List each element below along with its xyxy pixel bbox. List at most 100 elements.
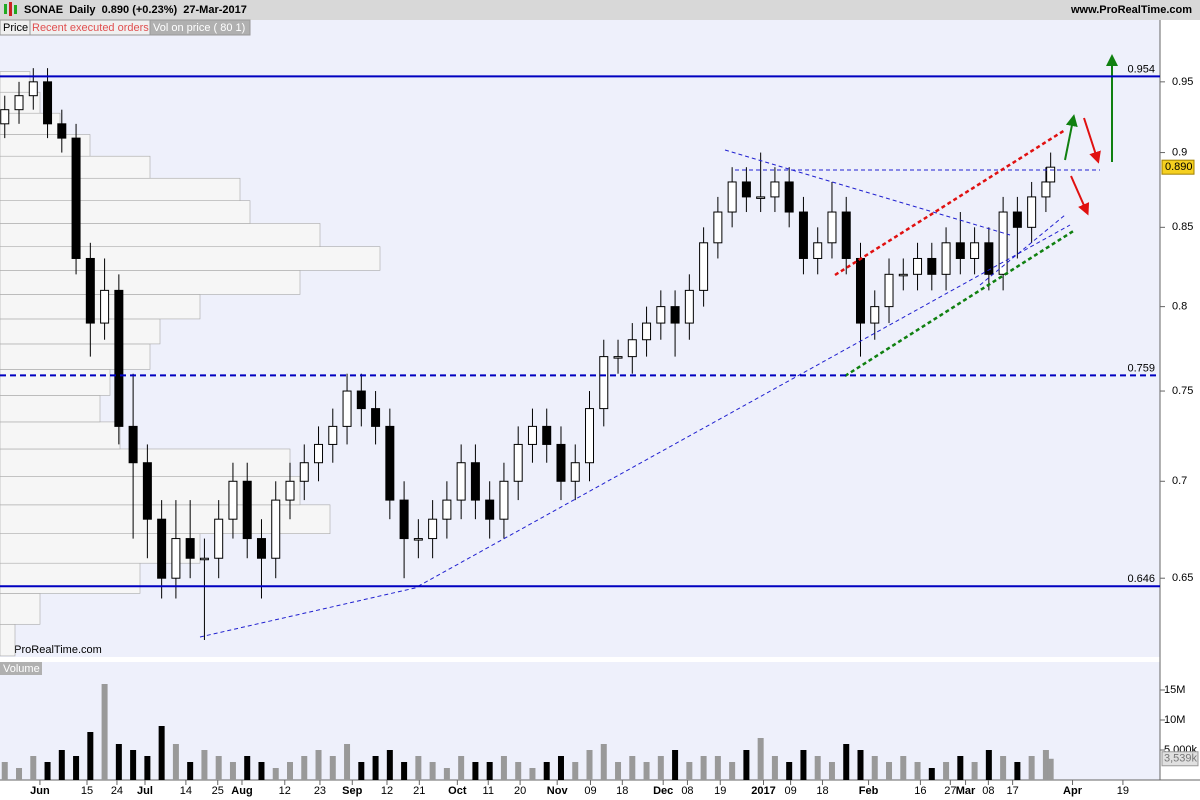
candle-body — [898, 273, 908, 277]
site: www.ProRealTime.com — [1070, 4, 1192, 16]
volume-bar — [985, 750, 992, 780]
candle-body — [841, 211, 851, 259]
volume-bar — [629, 756, 636, 780]
x-tick-label: 23 — [314, 785, 326, 797]
volume-bar — [287, 762, 293, 780]
volume-bar — [401, 762, 408, 780]
candle-body — [142, 462, 152, 520]
profile-bar — [0, 562, 141, 594]
x-tick-label: Aug — [231, 785, 252, 797]
volume-bar — [144, 756, 151, 780]
volume-bar — [130, 750, 137, 780]
volume-bar — [1000, 756, 1007, 780]
y-tick-label: 0.9 — [1172, 146, 1187, 158]
candle-body — [385, 425, 395, 501]
candle-body — [741, 181, 751, 198]
volume-bar — [30, 756, 37, 780]
volume-bar — [828, 762, 835, 780]
header-bar — [0, 0, 1200, 20]
candle-body — [699, 242, 709, 291]
volume-bar — [44, 762, 51, 780]
level-label: 0.954 — [1127, 63, 1155, 75]
candle-body — [813, 242, 823, 259]
x-tick-label: Feb — [859, 785, 879, 797]
x-tick-label: 15 — [81, 785, 93, 797]
volume-bar — [244, 756, 251, 780]
candle-body — [556, 443, 566, 482]
candle-body — [256, 538, 266, 559]
annotations — [199, 128, 1100, 638]
x-tick-label: 09 — [784, 785, 796, 797]
y-tick-label: 0.75 — [1172, 385, 1193, 397]
profile-bar — [0, 223, 321, 248]
icon — [14, 5, 17, 14]
candle-body — [328, 425, 338, 445]
candle-body — [585, 408, 595, 464]
tab-label[interactable]: Recent executed orders — [32, 22, 149, 34]
volume-bar — [201, 750, 208, 780]
volume-bar — [229, 762, 236, 780]
trend-line — [979, 214, 1066, 286]
profile-bar — [0, 270, 301, 295]
volume-bar — [757, 738, 764, 780]
candle-body — [43, 81, 53, 125]
volume-bar — [529, 768, 536, 780]
candle-body — [527, 425, 537, 445]
icon — [9, 2, 12, 16]
volume-bar — [686, 762, 693, 780]
volume-bar — [957, 756, 964, 780]
volume-bar — [386, 750, 393, 780]
volume-bar — [729, 762, 736, 780]
price-marker — [1161, 159, 1195, 175]
arrow — [1064, 114, 1078, 161]
volume-bar — [700, 756, 707, 780]
volume-bar — [886, 762, 893, 780]
tab-label[interactable]: Vol on price ( 80 1) — [153, 22, 245, 34]
tab-label[interactable]: Price — [3, 22, 28, 34]
volume-bar — [943, 762, 950, 780]
candle-body — [85, 257, 95, 324]
volume-bar — [1028, 756, 1035, 780]
candle-body — [114, 289, 124, 427]
volume-marker — [1161, 751, 1199, 767]
volume-bar — [928, 768, 935, 780]
candle-body — [470, 462, 480, 501]
profile-bar — [0, 369, 111, 396]
volume-bar — [971, 762, 978, 780]
volume-bar — [1014, 762, 1021, 780]
candle-body — [399, 499, 409, 540]
y-tick-label: 0.85 — [1172, 221, 1193, 233]
x-tick-label: 2017 — [751, 785, 775, 797]
volume-bar — [643, 762, 650, 780]
volume-bar — [215, 756, 222, 780]
price-marker-label: 0.890 — [1165, 161, 1193, 173]
volume-bar — [914, 762, 921, 780]
candle-body — [927, 257, 937, 275]
volume-bar — [515, 762, 522, 780]
tab[interactable] — [149, 19, 251, 36]
candle-body — [342, 390, 352, 427]
profile-bar — [0, 593, 41, 625]
x-tick-label: Apr — [1063, 785, 1083, 797]
candle-body — [100, 289, 110, 324]
candle-body — [798, 211, 808, 259]
y-tick-label: 0.65 — [1172, 572, 1193, 584]
y-tick-label: 15M — [1164, 684, 1185, 696]
candle-body — [456, 462, 466, 501]
volume-bar — [73, 756, 80, 780]
candle-body — [14, 95, 24, 111]
volume-panel — [0, 662, 1160, 780]
profile-bar — [0, 421, 121, 450]
candle-body — [542, 425, 552, 445]
volume-bar — [600, 744, 607, 780]
candle-body — [713, 211, 723, 244]
candle-body — [71, 137, 81, 259]
volume-bar — [572, 762, 579, 780]
volume-bar — [372, 756, 379, 780]
profile-bar — [0, 177, 241, 201]
volume-bar — [329, 756, 336, 780]
candle-body — [171, 538, 181, 579]
candle-body — [128, 425, 138, 464]
x-tick-label: 12 — [279, 785, 291, 797]
